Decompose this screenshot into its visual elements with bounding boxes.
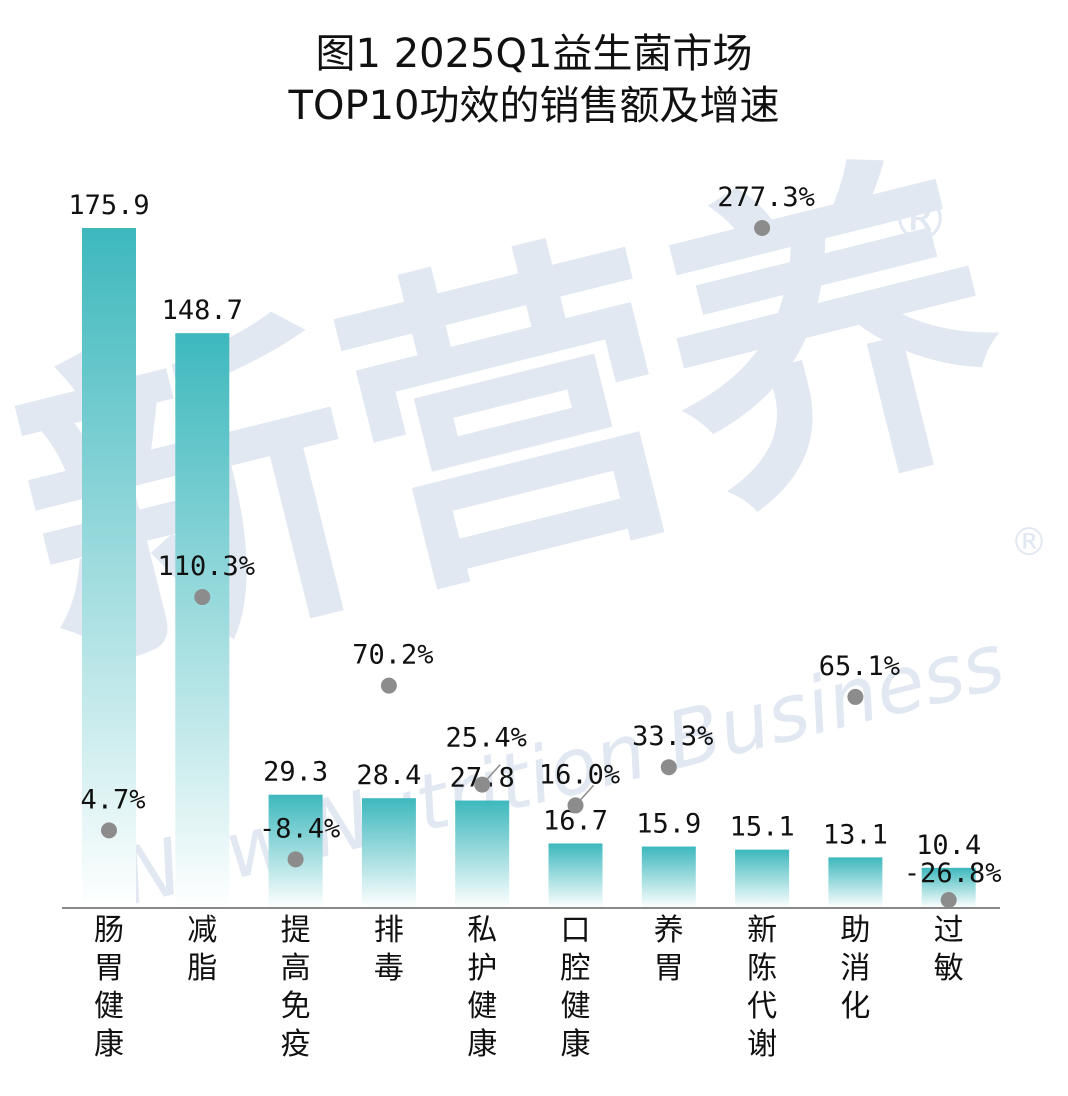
watermark-brand-cn: 新营养 bbox=[0, 114, 1039, 726]
category-label-2: 减脂 bbox=[187, 913, 217, 986]
growth-value-label-4: 70.2% bbox=[352, 640, 433, 671]
bar-5 bbox=[455, 800, 510, 908]
chart-title: 图1 2025Q1益生菌市场 TOP10功效的销售额及增速 bbox=[0, 28, 1068, 132]
growth-value-label-9: 65.1% bbox=[819, 651, 900, 682]
watermark-registered-mark-2: ® bbox=[1010, 520, 1048, 564]
bar-2 bbox=[175, 333, 230, 909]
growth-points-layer: 4.7% 110.3% -8.4% 70.2% 25.4% 16.0% 33.3% 277.3… bbox=[80, 182, 1001, 908]
growth-value-label-2: 110.3% bbox=[158, 551, 256, 582]
growth-value-label-5: 25.4% bbox=[446, 723, 527, 754]
growth-point-7 bbox=[660, 759, 677, 776]
growth-value-label-3: -8.4% bbox=[259, 813, 340, 844]
growth-point-4 bbox=[380, 677, 397, 694]
chart-title-line1: 图1 2025Q1益生菌市场 bbox=[315, 31, 753, 77]
bar-value-label-4: 28.4 bbox=[356, 760, 421, 791]
bar-4 bbox=[361, 798, 416, 908]
category-label-10: 过敏 bbox=[934, 913, 964, 986]
category-label-3: 提高免疫 bbox=[281, 913, 311, 1062]
watermark-registered-mark-1: ® bbox=[890, 185, 950, 255]
growth-value-label-7: 33.3% bbox=[632, 721, 713, 752]
category-labels-layer: 肠胃健康 减脂 提高免疫 排毒 私护健康 口腔健康 养胃 新陈代谢 助消化 过敏 bbox=[94, 913, 964, 1062]
category-label-4: 排毒 bbox=[374, 913, 404, 986]
growth-leader-line-5 bbox=[481, 764, 501, 786]
growth-point-10 bbox=[940, 892, 957, 908]
bars-layer: 175.9148.729.328.427.816.715.915.113.110… bbox=[68, 190, 981, 909]
category-label-6: 口腔健康 bbox=[561, 913, 591, 1062]
growth-value-label-8: 277.3% bbox=[717, 182, 815, 213]
bar-value-label-1: 175.9 bbox=[68, 190, 149, 221]
growth-point-3 bbox=[287, 851, 304, 868]
bar-value-label-7: 15.9 bbox=[636, 809, 701, 840]
growth-point-2 bbox=[194, 589, 211, 606]
bar-1 bbox=[82, 228, 136, 908]
growth-value-label-6: 16.0% bbox=[539, 759, 620, 790]
growth-value-label-1: 4.7% bbox=[80, 784, 145, 815]
bar-7 bbox=[641, 846, 696, 908]
bar-value-label-10: 10.4 bbox=[916, 830, 981, 861]
bar-9 bbox=[828, 857, 883, 908]
category-label-8: 新陈代谢 bbox=[747, 913, 777, 1062]
growth-point-8 bbox=[754, 220, 771, 236]
growth-point-9 bbox=[847, 688, 864, 705]
bar-value-label-8: 15.1 bbox=[730, 812, 795, 843]
watermark: 新营养 New Nutrition Business ® ® bbox=[0, 114, 1048, 924]
category-label-1: 肠胃健康 bbox=[94, 913, 124, 1062]
bar-value-label-9: 13.1 bbox=[823, 819, 888, 850]
bar-value-label-3: 29.3 bbox=[263, 757, 328, 788]
growth-point-1 bbox=[101, 822, 117, 839]
category-label-5: 私护健康 bbox=[467, 913, 497, 1062]
chart-title-line2: TOP10功效的销售额及增速 bbox=[288, 83, 780, 129]
category-label-7: 养胃 bbox=[654, 913, 684, 986]
bar-value-label-2: 148.7 bbox=[162, 295, 243, 326]
bar-8 bbox=[735, 849, 790, 908]
growth-value-label-10: -26.8% bbox=[904, 858, 1002, 889]
bar-6 bbox=[548, 843, 603, 908]
growth-leader-line-6 bbox=[574, 784, 595, 806]
category-label-9: 助消化 bbox=[840, 913, 870, 1024]
